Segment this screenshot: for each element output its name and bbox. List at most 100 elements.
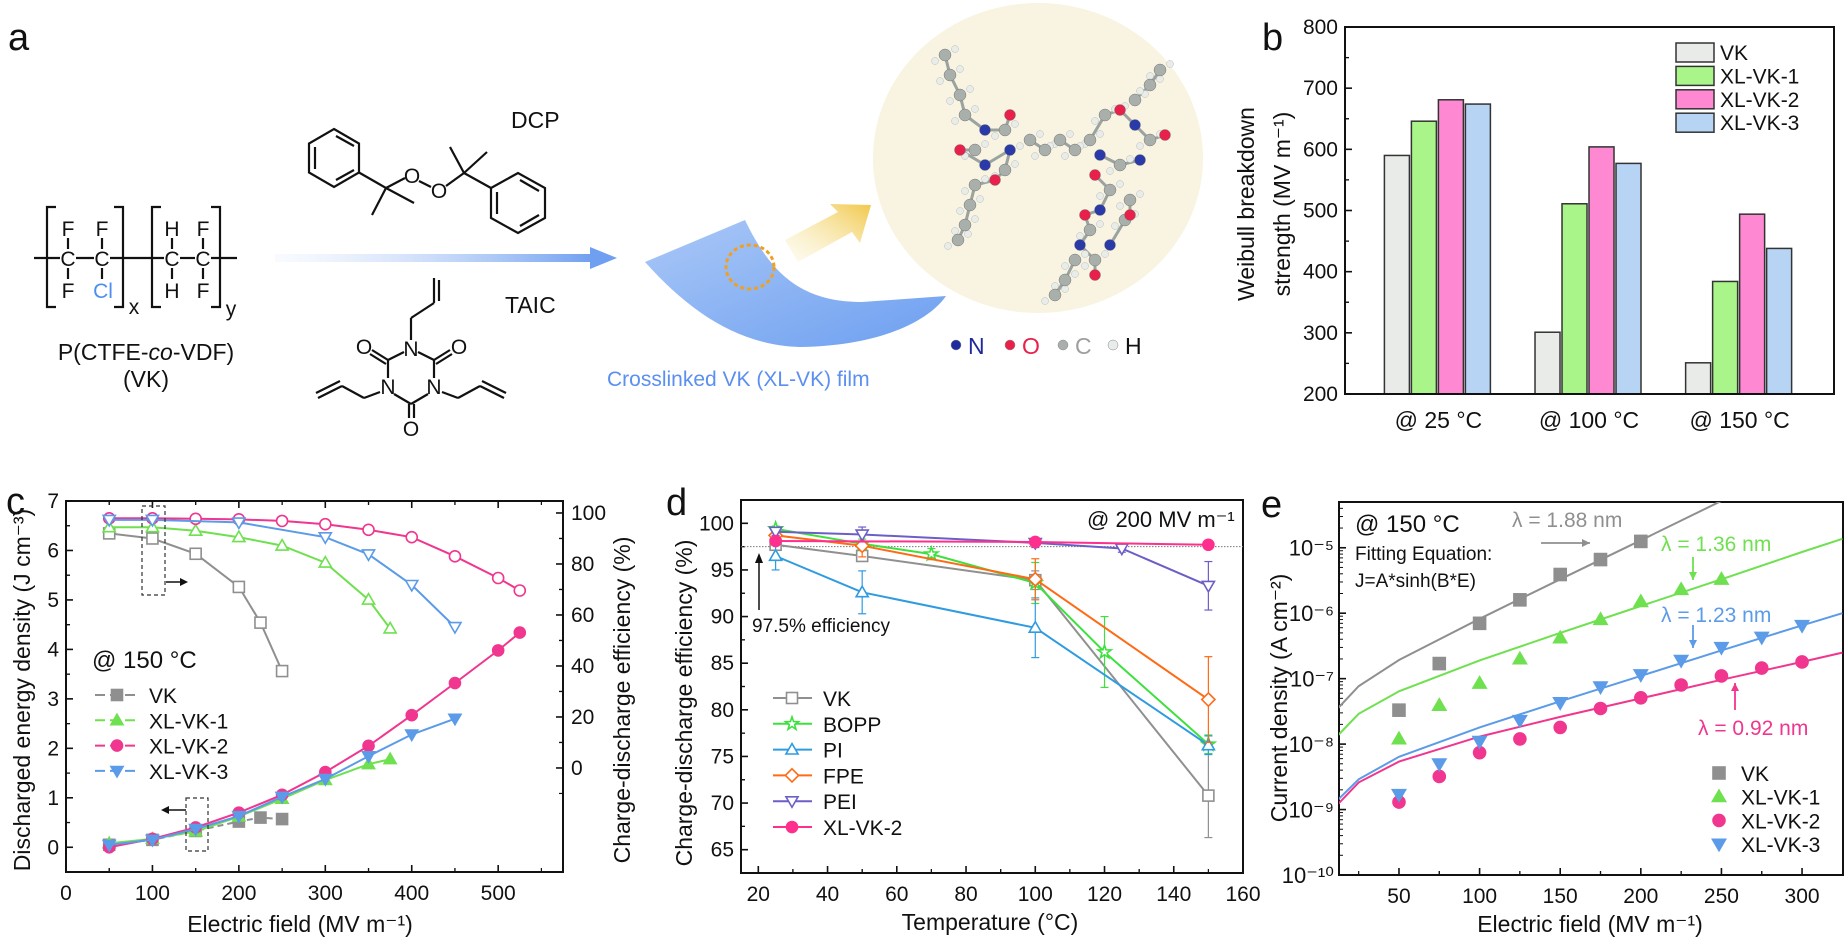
data-point-vk <box>1634 534 1648 549</box>
data-point-xl-vk-2 <box>1593 701 1608 716</box>
legend-marker <box>785 820 799 834</box>
hydrogen-atom <box>1116 202 1124 210</box>
data-point-vk <box>1593 552 1608 567</box>
x-tick-label: 140 <box>1156 883 1191 906</box>
energy-point-xl-vk-1 <box>382 751 398 765</box>
bar-xl-vk-3-1 <box>1464 103 1492 395</box>
bond <box>317 385 343 399</box>
carbon-atom <box>1143 78 1157 92</box>
legend-label: XL-VK-2 <box>823 817 902 840</box>
hydrogen-atom <box>1166 60 1174 68</box>
zoom-arrow <box>785 204 871 262</box>
legend-label: XL-VK-1 <box>1720 65 1799 88</box>
y-tick-label: 10⁻⁷ <box>1290 667 1334 692</box>
bond <box>410 302 435 319</box>
carbon-atom <box>1023 133 1037 147</box>
efficiency-point-xl-vk-3 <box>447 621 463 635</box>
chart-b-weibull-breakdown: @ 25 °C @ 100 °C @ 150 °C 200 300 400 500 600 70… <box>1233 16 1835 433</box>
oxygen-atom <box>1089 269 1101 281</box>
energy-point-vk <box>254 811 267 824</box>
taic-label: TAIC <box>505 292 556 318</box>
x-tick-label: 60 <box>885 883 908 906</box>
legend-marker <box>1712 813 1726 828</box>
efficiency-point-xl-vk-2 <box>362 523 375 537</box>
carbon-atom <box>1083 133 1097 147</box>
oxygen-atom <box>1114 104 1126 116</box>
x-axis-title: Electric field (MV m⁻¹) <box>187 911 413 937</box>
oxygen-atom <box>1079 209 1091 221</box>
energy-point-vk <box>275 812 289 826</box>
data-point-pi <box>1200 737 1216 751</box>
hydrogen-atom <box>981 140 989 148</box>
hydrogen-atom <box>1011 120 1019 128</box>
legend-label: XL-VK-3 <box>1720 112 1799 135</box>
dcp-oxygen-label: O <box>404 165 420 188</box>
field-annotation: @ 200 MV m⁻¹ <box>1087 507 1235 532</box>
x-axis-title: Electric field (MV m⁻¹) <box>1477 911 1703 937</box>
double-bond <box>519 214 540 227</box>
panel-letter-d: d <box>666 482 687 524</box>
dcp-label: DCP <box>511 107 560 133</box>
data-point-xl-vk-3 <box>1431 758 1448 772</box>
efficiency-point-xl-vk-3 <box>317 532 333 545</box>
legend-marker <box>110 688 124 702</box>
reference-label: 97.5% efficiency <box>752 616 891 637</box>
category-label: @ 100 °C <box>1539 407 1639 433</box>
efficiency-point-vk <box>254 616 267 629</box>
data-point-fpe <box>1027 571 1044 587</box>
efficiency-point-xl-vk-3 <box>231 517 247 531</box>
methyl-bond <box>449 146 465 174</box>
bond <box>457 385 481 399</box>
carbon-atom <box>968 143 982 157</box>
carbon-atom <box>1098 108 1112 122</box>
atom-label: C <box>94 248 109 271</box>
bracket-right-1 <box>114 205 125 309</box>
data-point-xl-vk-2 <box>1553 720 1568 735</box>
atom-n-ball <box>950 339 962 351</box>
oxygen-atom <box>1159 129 1171 141</box>
bracket-left-1 <box>45 205 56 309</box>
equation-title: Fitting Equation: <box>1355 544 1492 565</box>
atom-legend-label: H <box>1125 333 1142 359</box>
hydrogen-atom <box>1091 117 1099 125</box>
hydrogen-atom <box>971 215 979 223</box>
y-tick-label: 70 <box>711 792 734 815</box>
efficiency-point-xl-vk-3 <box>404 579 420 593</box>
bond <box>358 171 387 189</box>
temperature-annotation: @ 150 °C <box>92 647 197 674</box>
oxygen-atom <box>1124 209 1136 221</box>
data-point-pei <box>768 526 784 540</box>
hydrogen-atom <box>1011 160 1019 168</box>
bond <box>441 390 459 400</box>
data-point-xl-vk-3 <box>1592 681 1609 696</box>
y-tick-label: 6 <box>47 539 59 562</box>
temperature-annotation: @ 150 °C <box>1355 511 1460 538</box>
data-point-xl-vk-1 <box>1390 730 1407 745</box>
x-tick-label: 300 <box>308 882 343 905</box>
efficiency-point-xl-vk-1 <box>274 537 290 551</box>
carbon-atom <box>1103 183 1117 197</box>
taic-oxygen-label: O <box>451 336 467 359</box>
carbon-atom <box>1038 143 1052 157</box>
y2-tick-label: 20 <box>571 706 594 729</box>
data-point-xl-vk-2 <box>1202 538 1215 552</box>
hydrogen-atom <box>1066 130 1074 138</box>
bar-xl-vk-1-1 <box>1410 120 1438 395</box>
energy-point-xl-vk-3 <box>361 751 376 764</box>
data-point-xl-vk-3 <box>1511 714 1528 729</box>
y-tick-label: 800 <box>1303 16 1338 39</box>
legend-marker <box>1712 766 1726 780</box>
data-point-vk <box>1513 593 1527 607</box>
y-tick-label: 2 <box>47 737 59 760</box>
lambda-label-xl-vk-1: λ = 1.36 nm <box>1661 533 1771 556</box>
energy-point-xl-vk-3 <box>404 729 420 743</box>
efficiency-point-vk <box>189 547 202 561</box>
methyl-bond <box>463 151 488 174</box>
benzene-ring <box>307 127 361 189</box>
data-point-pei <box>1200 580 1216 594</box>
hydrogen-atom <box>1076 232 1084 240</box>
hydrogen-atom <box>991 132 999 140</box>
legend-label: FPE <box>823 765 864 788</box>
energy-point-xl-vk-3 <box>274 791 290 805</box>
atom-label: F <box>62 280 75 303</box>
